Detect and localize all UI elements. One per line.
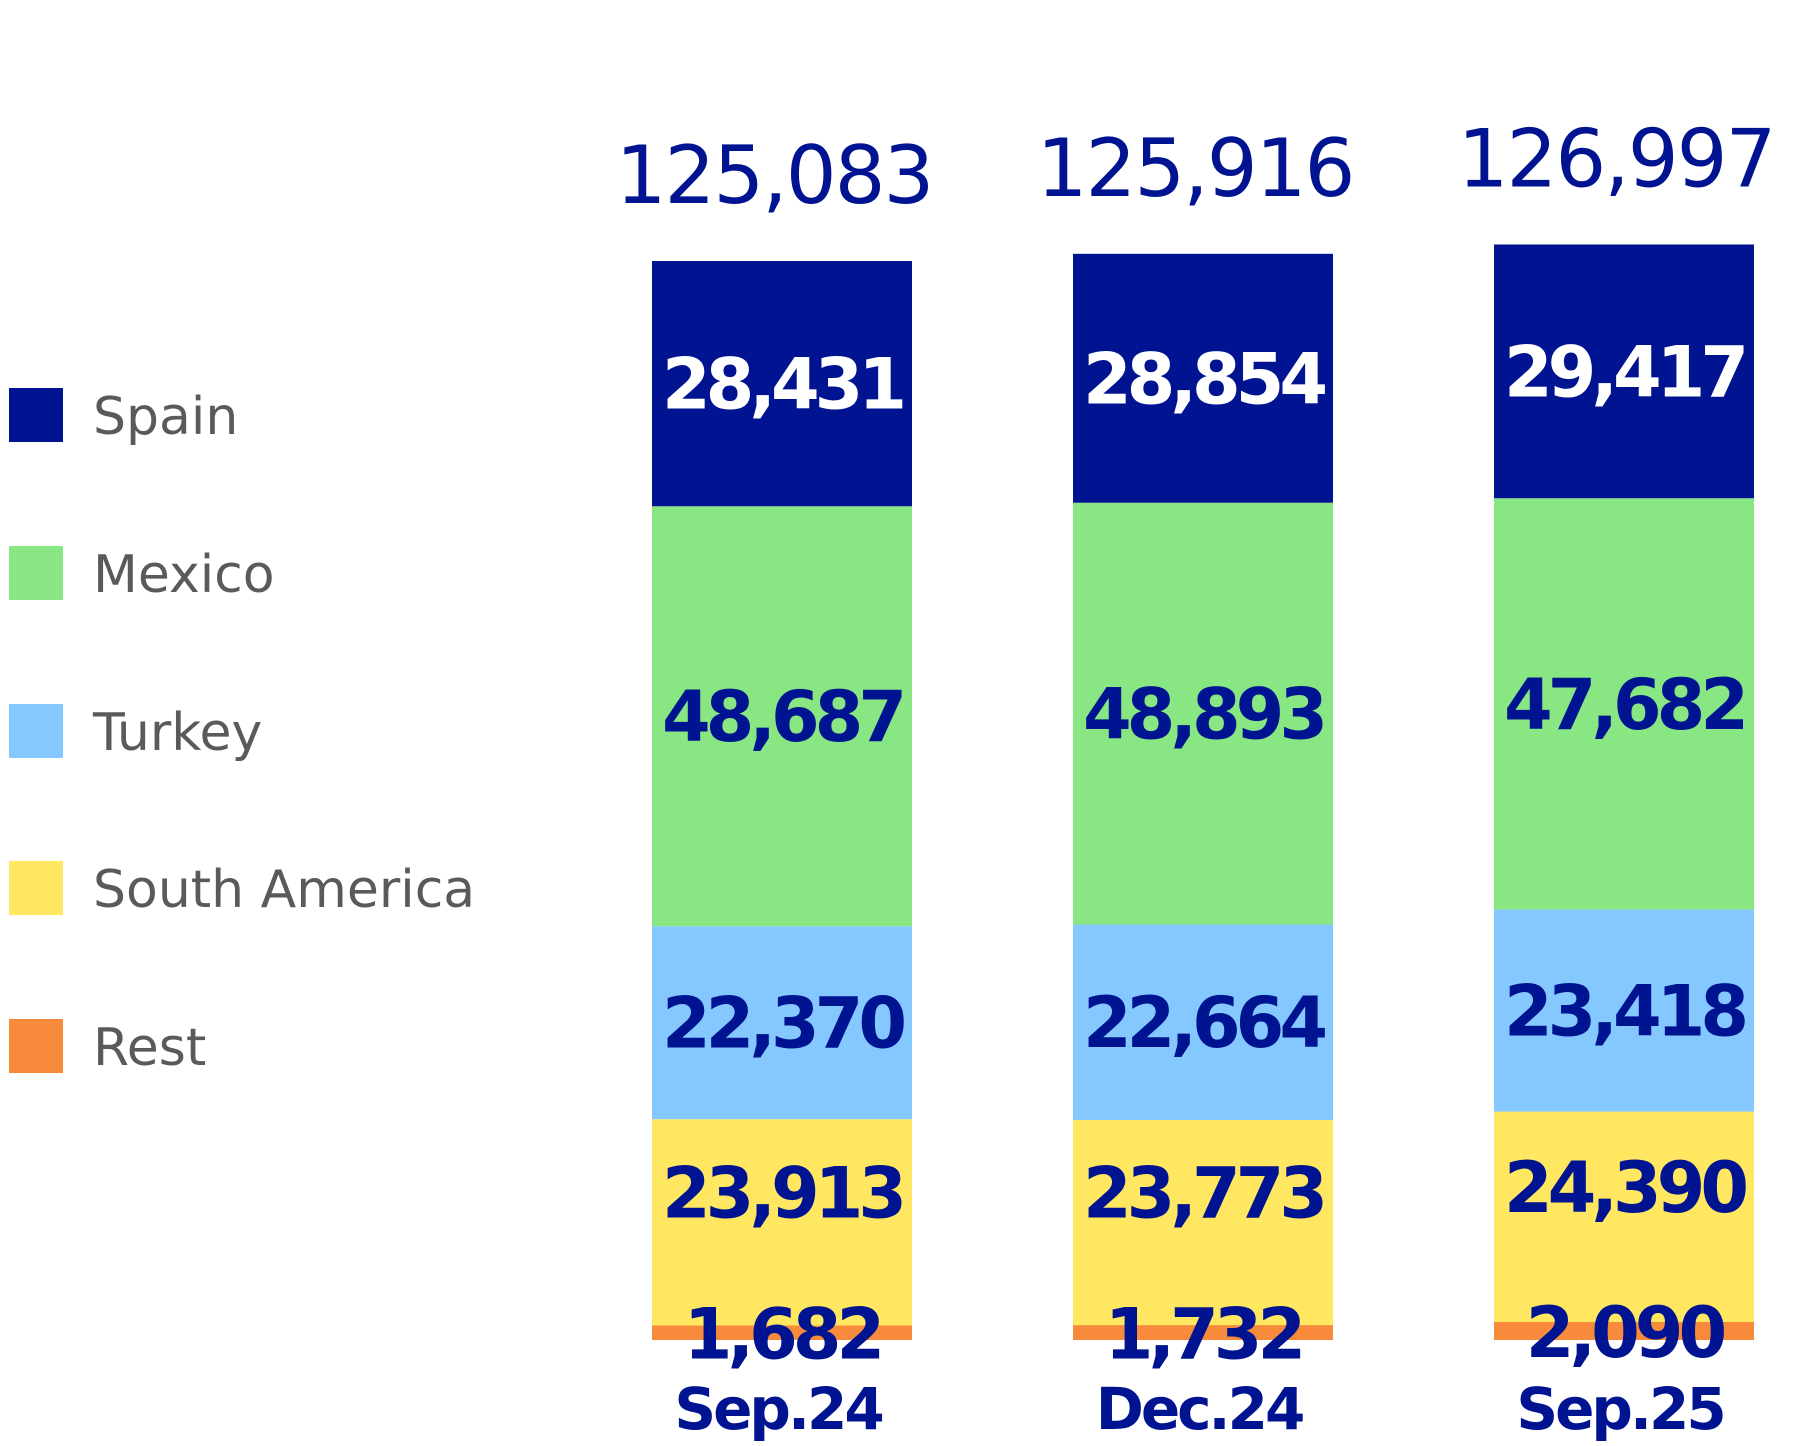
data-label: 2,090	[1526, 1292, 1725, 1374]
data-label: 22,370	[662, 983, 904, 1065]
bar-segment-south-america	[1073, 1119, 1333, 1326]
data-label: 1,732	[1105, 1294, 1301, 1376]
data-label: 1,682	[684, 1294, 880, 1376]
bar-segment-turkey	[1073, 924, 1333, 1120]
bar-segment-spain	[1073, 253, 1333, 503]
legend-label: Rest	[93, 1018, 206, 1078]
data-label: 48,893	[1083, 674, 1323, 756]
total-label: 125,083	[616, 129, 933, 222]
legend-label: Turkey	[92, 703, 262, 763]
bar-segment-turkey	[652, 926, 912, 1120]
data-label: 28,431	[662, 344, 902, 426]
bar-segment-rest	[1494, 1321, 1754, 1340]
data-label: 47,682	[1504, 664, 1744, 746]
legend-swatch-spain	[9, 388, 63, 442]
total-label: 125,916	[1037, 122, 1354, 215]
bar-segment-mexico	[1494, 498, 1754, 910]
legend-label: South America	[93, 860, 475, 920]
bar-segment-rest	[652, 1325, 912, 1340]
data-label: 28,854	[1083, 338, 1325, 420]
bar-segment-south-america	[1494, 1111, 1754, 1322]
legend-swatch-rest	[9, 1019, 63, 1073]
bar-segment-south-america	[652, 1119, 912, 1326]
legend-swatch-turkey	[9, 704, 63, 758]
bar-segment-rest	[1073, 1325, 1333, 1340]
bar-segment-spain	[1494, 244, 1754, 499]
bar-segment-mexico	[1073, 502, 1333, 925]
data-label: 23,773	[1083, 1153, 1323, 1235]
category-label: Sep.25	[1516, 1375, 1723, 1443]
data-label: 23,418	[1504, 971, 1745, 1053]
data-label: 23,913	[662, 1152, 902, 1234]
legend-label: Spain	[93, 387, 238, 447]
legend-swatch-south-america	[9, 861, 63, 915]
category-label: Dec.24	[1096, 1375, 1303, 1443]
legend-swatch-mexico	[9, 546, 63, 600]
data-label: 22,664	[1083, 982, 1325, 1064]
category-label: Sep.24	[674, 1375, 882, 1443]
total-label: 126,997	[1458, 112, 1775, 205]
bar-segment-spain	[652, 261, 912, 507]
data-label: 24,390	[1504, 1147, 1746, 1229]
data-label: 48,687	[662, 676, 902, 758]
legend-label: Mexico	[93, 545, 275, 605]
bar-segment-mexico	[652, 506, 912, 927]
data-label: 29,417	[1504, 331, 1744, 413]
bar-segment-turkey	[1494, 909, 1754, 1112]
